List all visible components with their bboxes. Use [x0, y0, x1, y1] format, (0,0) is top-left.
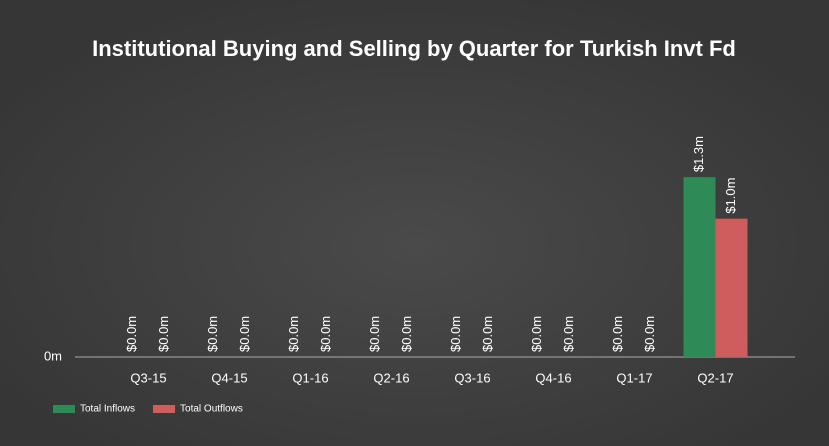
value-label: $0.0m	[561, 316, 576, 352]
value-label: $0.0m	[156, 316, 171, 352]
chart-title: Institutional Buying and Selling by Quar…	[92, 36, 736, 61]
x-tick-label: Q3-15	[130, 370, 166, 385]
x-tick-label: Q1-17	[616, 370, 652, 385]
value-label: $0.0m	[529, 316, 544, 352]
value-label: $1.0m	[723, 178, 738, 214]
value-label: $1.3m	[691, 136, 706, 172]
x-tick-label: Q3-16	[454, 370, 490, 385]
value-label: $0.0m	[399, 316, 414, 352]
legend-swatch	[53, 405, 75, 413]
x-tick-label: Q4-16	[535, 370, 571, 385]
value-label: $0.0m	[124, 316, 139, 352]
value-label: $0.0m	[480, 316, 495, 352]
x-tick-label: Q2-16	[373, 370, 409, 385]
value-label: $0.0m	[367, 316, 382, 352]
legend-swatch	[153, 405, 176, 413]
x-tick-label: Q1-16	[292, 370, 328, 385]
value-label: $0.0m	[642, 316, 657, 352]
value-label: $0.0m	[237, 316, 252, 352]
y-tick-label: 0m	[44, 348, 62, 363]
value-label: $0.0m	[448, 316, 463, 352]
value-label: $0.0m	[610, 316, 625, 352]
bar	[683, 177, 716, 357]
legend-label: Total Outflows	[180, 404, 243, 415]
value-label: $0.0m	[318, 316, 333, 352]
value-label: $0.0m	[286, 316, 301, 352]
x-tick-label: Q4-15	[211, 370, 247, 385]
value-label: $0.0m	[205, 316, 220, 352]
x-tick-label: Q2-17	[697, 370, 733, 385]
legend-label: Total Inflows	[80, 404, 135, 415]
bar	[715, 218, 748, 357]
